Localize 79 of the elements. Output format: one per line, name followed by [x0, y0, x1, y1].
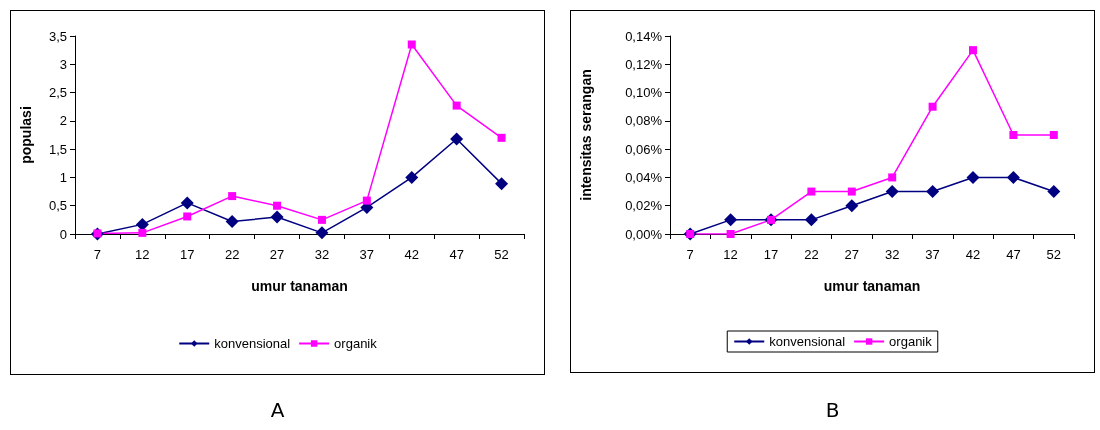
- x-tick-label: 22: [804, 247, 819, 262]
- point: [317, 215, 326, 224]
- point: [724, 213, 738, 227]
- legend-label: organik: [334, 336, 378, 351]
- y-tick-label: 3: [59, 56, 67, 72]
- point: [804, 213, 818, 227]
- x-tick-label: 22: [224, 247, 240, 262]
- point: [966, 170, 980, 184]
- x-tick-label: 27: [269, 247, 285, 262]
- y-tick-label: 0,00%: [625, 226, 663, 242]
- point: [228, 192, 237, 201]
- point: [135, 217, 149, 231]
- point: [926, 185, 940, 199]
- y-tick-label: 0,5: [48, 198, 67, 214]
- point: [847, 187, 856, 196]
- y-tick-label: 1,5: [48, 141, 67, 157]
- point: [845, 199, 859, 213]
- x-tick-label: 52: [494, 247, 509, 262]
- y-axis-title: intensitas serangan: [578, 69, 594, 201]
- x-tick-label: 32: [884, 247, 900, 262]
- point: [315, 226, 329, 240]
- y-tick-label: 0,14%: [625, 28, 663, 44]
- point: [138, 228, 147, 237]
- y-tick-label: 2,5: [48, 85, 67, 101]
- legend-label: konvensional: [769, 334, 846, 349]
- point: [726, 230, 735, 238]
- x-tick-label: 12: [135, 247, 150, 262]
- point: [888, 173, 897, 182]
- point: [885, 185, 899, 199]
- x-tick-label: 42: [965, 247, 981, 262]
- point: [497, 133, 506, 142]
- point: [807, 187, 816, 196]
- text: A: [269, 398, 286, 422]
- y-tick-label: 0,02%: [625, 198, 663, 214]
- x-tick-label: 47: [1006, 247, 1021, 262]
- legend-label: konvensional: [214, 336, 291, 351]
- point: [1047, 185, 1061, 199]
- point: [180, 196, 194, 210]
- y-tick-label: 0,06%: [625, 141, 663, 157]
- x-tick-label: 52: [1046, 247, 1062, 262]
- x-tick-label: 37: [925, 247, 940, 262]
- y-tick-label: 0,10%: [625, 85, 663, 101]
- x-tick-label: 12: [723, 247, 738, 262]
- point: [495, 177, 509, 191]
- point: [273, 201, 282, 210]
- x-tick-label: 7: [686, 247, 694, 262]
- y-axis-title: populasi: [18, 106, 34, 164]
- point: [225, 215, 239, 229]
- x-tick-label: 42: [404, 247, 419, 262]
- x-tick-label: 32: [314, 247, 330, 262]
- point: [1006, 170, 1020, 184]
- y-tick-label: 1: [59, 169, 67, 185]
- point: [405, 170, 419, 184]
- y-tick-label: 0,12%: [625, 56, 663, 72]
- point: [1009, 131, 1018, 139]
- y-tick-label: 0,08%: [625, 113, 663, 129]
- x-tick-label: 17: [763, 247, 779, 262]
- point: [183, 212, 192, 221]
- text: B: [824, 398, 841, 422]
- y-tick-label: 0,04%: [625, 169, 663, 185]
- point: [928, 102, 937, 111]
- point: [969, 46, 977, 55]
- x-tick-label: 7: [93, 247, 102, 262]
- x-axis-title: umur tanaman: [251, 278, 348, 294]
- point: [270, 210, 284, 224]
- point: [450, 132, 464, 146]
- y-tick-label: 2: [59, 113, 67, 129]
- point: [362, 196, 371, 205]
- x-tick-label: 37: [359, 247, 375, 262]
- y-tick-label: 0: [59, 226, 67, 242]
- point: [452, 101, 461, 110]
- x-tick-label: 27: [844, 247, 860, 262]
- point: [1049, 131, 1058, 139]
- legend-label: organik: [889, 334, 933, 349]
- x-axis-title: umur tanaman: [823, 278, 921, 294]
- point: [407, 40, 416, 49]
- y-tick-label: 3,5: [48, 28, 67, 44]
- x-tick-label: 47: [449, 247, 464, 262]
- x-tick-label: 17: [180, 247, 195, 262]
